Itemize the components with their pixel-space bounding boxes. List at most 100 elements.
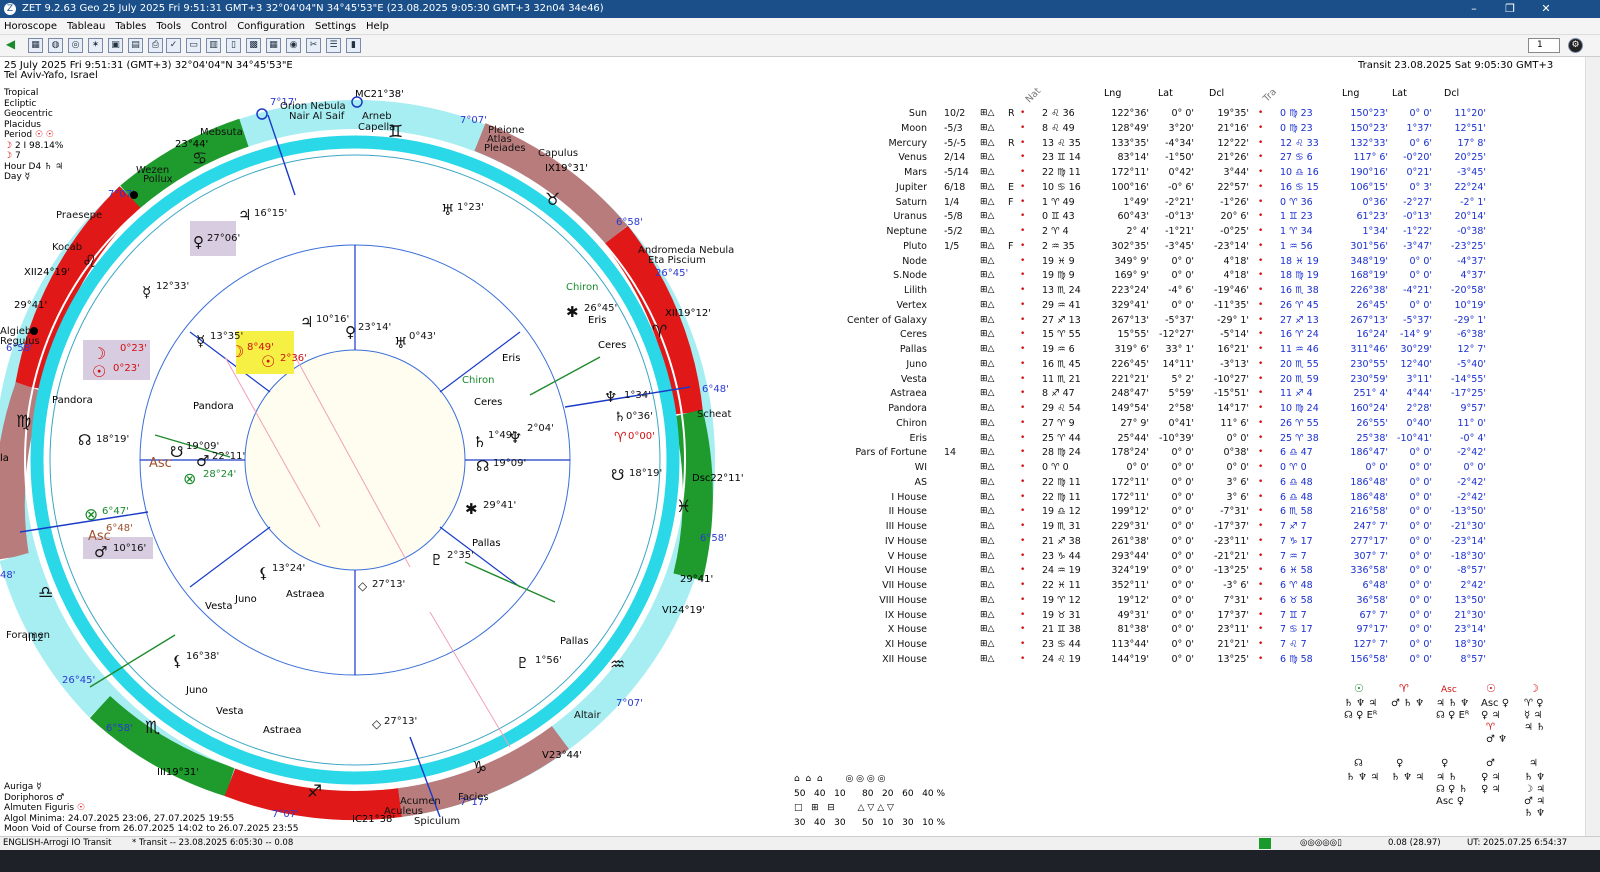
svg-text:♀ ♃: ♀ ♃ [1481,710,1500,721]
aspect-icon: ⊞△ [980,358,995,369]
cell-pos: 8 ♐ 47 [1042,388,1075,400]
cell-lat: 0° 0' [1171,580,1194,591]
cell-tpos: 6 ♈ 48 [1280,580,1313,591]
tb-globe-icon[interactable]: ◍ [48,38,63,53]
aspect-icon: ⊞△ [980,535,995,546]
cell-lat: 0° 0' [1171,594,1194,606]
cusp-label: 6°48' [702,384,729,395]
cell-lng: 81°38' [1117,624,1149,636]
zoom-spinner[interactable]: 1 [1528,38,1560,53]
tb-chart-icon[interactable]: ▣ [108,38,123,53]
nat-col-header: Nat [1023,85,1044,106]
transit-glyph-icon: • [1258,329,1264,340]
menu-tableau[interactable]: Tableau [66,21,106,32]
star-pleione: Pleione [488,125,524,136]
tb-wheel-icon[interactable]: ◎ [68,38,83,53]
svg-text:☉: ☉ [1486,682,1496,695]
natal-lilith-glyph: ⚸ [258,564,269,582]
cell-lat: 0° 0' [1171,565,1194,577]
cell-lat: -12°27' [1159,329,1194,341]
cell-name: Venus [898,152,927,164]
natal-jupiter-glyph: ♃ [300,313,313,331]
menu-tables[interactable]: Tables [115,21,147,32]
transit-glyph-icon: • [1258,211,1264,222]
cell-tdcl: 18°30' [1454,639,1486,650]
tb-grid2-icon[interactable]: ▦ [266,38,281,53]
cusp-label: 7°07' [272,809,299,820]
cell-tlat: 30°29' [1400,344,1432,355]
natal-venus-glyph: ♀ [345,323,356,341]
tb-sliders-icon[interactable]: ☰ [326,38,341,53]
algol-line: Algol Minima: 24.07.2025 23:06, 27.07.20… [4,813,235,824]
cusp-label: 7°07' [460,115,487,126]
transit-pallas-label: Pallas [560,636,589,647]
hour-label: Hour D4 [4,161,42,172]
cell-dcl: -5°14' [1220,329,1249,341]
tb-print-icon[interactable]: ⎙ [148,38,163,53]
tb-tools-icon[interactable]: ✂ [306,38,321,53]
natal-astraea-label: Astraea [286,589,325,600]
tb-table-icon[interactable]: ▥ [206,38,221,53]
cell-name: Jupiter [896,181,927,193]
cell-tpos: 7 ♊ 7 [1280,609,1307,621]
cell-tlng: 226°38' [1350,285,1388,296]
menu-configuration[interactable]: Configuration [237,21,306,32]
leo-glyph: ♌ [82,252,97,272]
cell-name: Ceres [900,329,927,341]
cell-pos: 16 ♏ 45 [1042,358,1081,370]
tb-bars-icon[interactable]: ▮ [346,38,361,53]
vertical-scrollbar[interactable] [1585,57,1600,836]
ix-house-label: IX19°31' [545,163,588,174]
cell-num: -5/-5 [944,137,967,149]
cell-tlng: 277°17' [1350,535,1388,547]
cell-dcl: -23°14' [1214,240,1249,252]
tb-map-icon[interactable]: ▤ [128,38,143,53]
tb-grid-icon[interactable]: ▦ [28,38,43,53]
tb-image-icon[interactable]: ▩ [246,38,261,53]
aspect-icon: ⊞△ [980,388,995,399]
svg-text:☊: ☊ [1354,758,1363,769]
maximize-icon[interactable]: ❐ [1505,2,1515,15]
natal-asc-label: Asc [149,456,172,471]
planet-glyph-icon: • [1020,108,1026,118]
cell-tpos: 6 ♍ 58 [1280,653,1313,665]
menu-tools[interactable]: Tools [156,21,182,32]
cell-pos: 19 ♒ 6 [1042,344,1075,355]
planet-glyph-icon: • [1020,152,1026,163]
back-arrow-icon[interactable]: ◀ [5,37,16,51]
tb-check-icon[interactable]: ✓ [166,38,181,53]
settings-gear-icon[interactable]: ⚙ [1568,38,1583,53]
cell-lat: 0° 0' [1171,609,1194,621]
status-wheel-icons[interactable]: ◎◎◎◎◎▯ [1300,838,1342,848]
cell-tlat: -0°20' [1403,152,1432,164]
tb-globe2-icon[interactable]: ◉ [286,38,301,53]
cell-tpos: 16 ♏ 38 [1280,285,1319,296]
cell-dcl: -17°37' [1214,521,1249,532]
cell-tdcl: -2° 1' [1460,196,1486,208]
menu-control[interactable]: Control [191,21,228,32]
close-icon[interactable]: ✕ [1541,2,1551,15]
cell-lng: 221°21' [1111,373,1149,385]
menu-settings[interactable]: Settings [315,21,357,32]
cell-pos: 13 ♌ 35 [1042,137,1081,149]
taurus-glyph: ♉ [545,190,560,210]
transit-mc-marker-icon [256,108,268,120]
tb-window-icon[interactable]: ▭ [186,38,201,53]
tb-page-icon[interactable]: ▯ [226,38,241,53]
chart-wheel[interactable]: ♊ ♉ ♈ ♓ ♒ ♑ ♐ ♏ ♎ ♍ ♌ ♋ MC21°38' 7°17' 7… [0,57,780,837]
v-house-label: V23°44' [542,750,582,761]
menu-help[interactable]: Help [366,21,389,32]
cell-name: Lilith [904,285,927,296]
menu-horoscope[interactable]: Horoscope [4,21,57,32]
transit-glyph-icon: • [1258,137,1264,148]
pisces-glyph: ♓ [676,497,691,517]
transit-glyph-icon: • [1258,550,1264,561]
natal-mars-glyph: ♂ [196,452,209,470]
cell-dcl: 21°16' [1217,122,1249,134]
cell-lng: 261°38' [1111,535,1149,547]
tb-star-icon[interactable]: ✶ [88,38,103,53]
cell-name: Uranus [893,211,927,223]
cell-lat: 0° 0' [1171,447,1194,459]
planet-glyph-icon: • [1020,358,1026,369]
minimize-icon[interactable]: – [1471,2,1477,15]
